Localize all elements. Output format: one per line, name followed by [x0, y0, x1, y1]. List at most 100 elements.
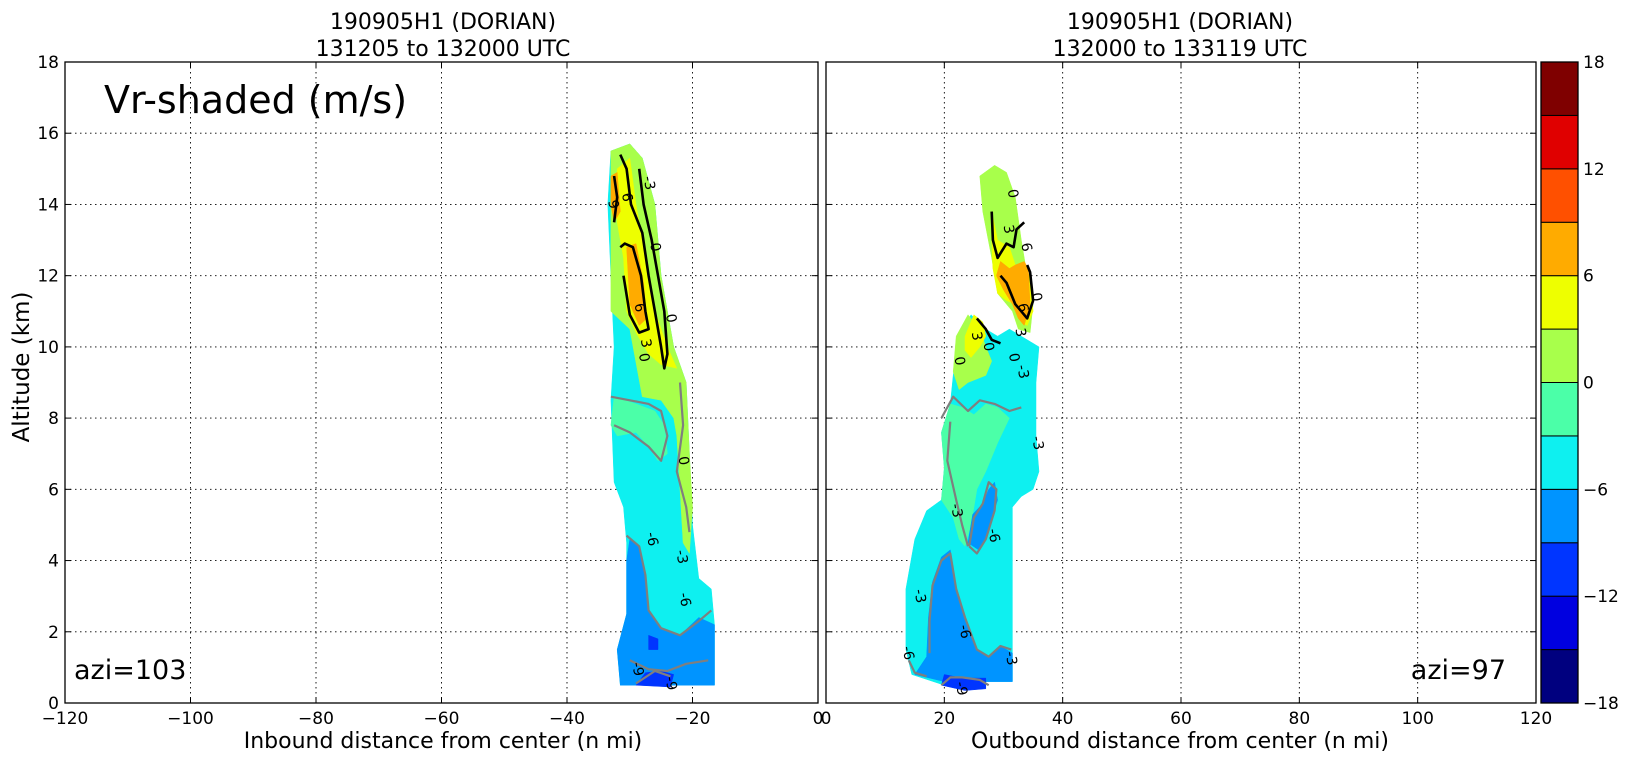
colorbar-tick-label: −12 [1583, 587, 1619, 607]
x-tick-label: 40 [1052, 709, 1074, 729]
contour-label: -3 [639, 175, 657, 192]
contour-label: 9 [604, 199, 621, 211]
outbound-x-ticks: 0 20 40 60 80 100 120 [821, 62, 1552, 729]
contour-label: 6 [618, 192, 635, 204]
contour-label: 0 [1004, 188, 1021, 200]
vr-contour-line [928, 552, 1012, 658]
colorbar-box [1540, 542, 1579, 597]
vr-contour-line [612, 175, 619, 223]
x-tick-label: 0 [821, 709, 832, 729]
contour-label: 3 [1011, 327, 1028, 339]
contour-label: -6 [675, 591, 693, 608]
colorbar-box [1540, 328, 1579, 384]
colorbar-box [1540, 382, 1579, 437]
colorbar-box [1540, 168, 1579, 223]
x-tick-label: −40 [549, 709, 585, 729]
vr-shaded-region [610, 396, 668, 462]
contour-label: 0 [1027, 291, 1044, 303]
outbound-y-ticks [826, 61, 1536, 704]
contour-label: -6 [899, 645, 917, 662]
contour-label: 0 [950, 355, 967, 367]
contour-label: 6 [631, 302, 648, 314]
inbound-title: 190905H1 (DORIAN) [330, 10, 556, 35]
inbound-xlabel: Inbound distance from center (n mi) [244, 729, 643, 754]
colorbar: 18 12 6 0 −6 −12 −18 [1540, 53, 1619, 714]
contour-label: -9 [628, 661, 646, 678]
contour-label: 0 [1005, 352, 1022, 364]
vr-contour-line [990, 211, 1026, 260]
y-axis-label: Altitude (km) [9, 292, 35, 443]
contour-label: -3 [947, 502, 965, 519]
colorbar-box [1540, 595, 1579, 651]
colorbar-frame [1540, 61, 1579, 704]
outbound-xlabel: Outbound distance from center (n mi) [971, 729, 1389, 754]
vr-shaded-region [648, 634, 659, 650]
colorbar-tick-label: 0 [1583, 374, 1594, 394]
outbound-title: 190905H1 (DORIAN) [1067, 10, 1293, 35]
outbound-contours [907, 211, 1035, 687]
contour-label: 3 [968, 330, 985, 342]
x-tick-label: 20 [934, 709, 956, 729]
x-tick-label: 120 [1520, 709, 1552, 729]
contour-label: -3 [1002, 650, 1020, 667]
contour-label: 0 [662, 313, 679, 325]
y-tick-label: 6 [48, 480, 59, 500]
vr-contour-line [675, 382, 691, 533]
contour-label: -9 [952, 680, 970, 697]
contour-label: 0 [646, 241, 663, 253]
colorbar-box [1540, 435, 1579, 490]
outbound-azimuth: azi=97 [1411, 655, 1506, 686]
inbound-azimuth: azi=103 [74, 655, 186, 686]
y-tick-label: 10 [37, 338, 59, 358]
colorbar-tick-label: 6 [1583, 267, 1594, 287]
colorbar-box [1540, 488, 1579, 544]
contour-label: 6 [1017, 241, 1034, 253]
inbound-panel: 190905H1 (DORIAN) 131205 to 132000 UTC -… [37, 10, 823, 754]
vr-contour-line [975, 317, 1001, 345]
vr-contour-line [619, 242, 650, 334]
inbound-y-ticks: 0 2 4 6 8 10 12 14 16 18 [37, 53, 818, 714]
vr-contour-line [946, 421, 970, 547]
colorbar-boxes [1540, 61, 1579, 704]
vr-contour-line [625, 534, 713, 637]
contour-label: 0 [635, 352, 652, 364]
inbound-subtitle: 131205 to 132000 UTC [316, 37, 571, 62]
vr-shaded-region [996, 260, 1031, 327]
vr-contour-line [610, 395, 669, 462]
y-tick-label: 14 [37, 195, 59, 215]
colorbar-box [1540, 649, 1579, 704]
colorbar-tick-label: 18 [1583, 53, 1605, 73]
y-tick-label: 12 [37, 267, 59, 287]
contour-label: -6 [643, 531, 661, 548]
y-tick-label: 16 [37, 124, 59, 144]
x-tick-label: 100 [1401, 709, 1433, 729]
colorbar-box [1540, 275, 1579, 330]
vr-shaded-region [964, 314, 987, 358]
outbound-subtitle: 132000 to 133119 UTC [1053, 37, 1308, 62]
colorbar-tick-label: −18 [1583, 694, 1619, 714]
colorbar-box [1540, 114, 1579, 170]
contour-label: -6 [984, 527, 1002, 544]
vr-contour-line [635, 669, 671, 685]
inbound-contours [610, 154, 713, 685]
y-tick-label: 2 [48, 623, 59, 643]
vr-contour-line [968, 481, 998, 555]
outbound-panel: 190905H1 (DORIAN) 132000 to 133119 UTC 0… [821, 10, 1553, 754]
vr-contour-line [940, 676, 990, 687]
contour-label: 6 [1014, 302, 1031, 314]
vr-contour-line [619, 154, 669, 370]
x-tick-label: 80 [1289, 709, 1311, 729]
vr-contour-line [629, 659, 709, 673]
contour-label: -3 [672, 549, 690, 566]
vr-contour-line [940, 395, 1022, 419]
x-tick-label: 0 [813, 709, 824, 729]
contour-label: 3 [1000, 224, 1017, 236]
contour-label: -3 [1028, 435, 1046, 452]
contour-label: -3 [1013, 364, 1031, 381]
y-tick-label: 8 [48, 409, 59, 429]
vr-shaded-region [610, 171, 621, 224]
contour-label: 0 [674, 455, 691, 467]
colorbar-tick-label: −6 [1583, 480, 1608, 500]
